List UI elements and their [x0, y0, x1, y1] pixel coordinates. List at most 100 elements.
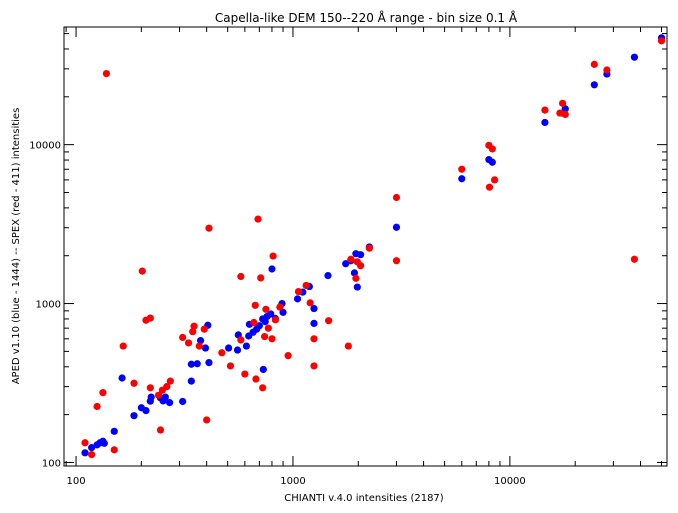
data-point-red	[561, 110, 569, 119]
data-point-blue	[353, 283, 361, 291]
data-point-red	[146, 314, 154, 322]
y-axis-label: APED v1.10 (blue - 1444) -- SPEX (red - …	[11, 108, 22, 385]
data-points	[81, 34, 666, 459]
data-point-red	[203, 416, 211, 424]
axis-ticks: 100 1000 10000 100 1000 10000	[29, 27, 667, 487]
data-point-red	[490, 176, 499, 184]
data-point-red	[310, 362, 318, 370]
data-point-red	[156, 426, 165, 434]
data-point-red	[260, 332, 269, 341]
data-point-red	[252, 375, 260, 383]
data-point-red	[485, 183, 494, 191]
data-point-red	[154, 391, 163, 399]
data-point-red	[306, 299, 314, 307]
data-point-blue	[561, 105, 569, 113]
data-point-red	[365, 244, 373, 252]
data-point-red	[264, 324, 272, 332]
data-point-blue	[100, 439, 108, 447]
y-tick-label: 1000	[36, 300, 61, 311]
data-point-red	[226, 362, 235, 370]
data-point-blue	[130, 412, 138, 420]
data-point-red	[310, 335, 318, 343]
plot-frame	[63, 26, 668, 467]
data-point-blue	[193, 360, 201, 368]
data-point-red	[294, 287, 303, 296]
data-point-blue	[201, 344, 210, 352]
data-point-red	[344, 342, 352, 350]
data-point-red	[251, 301, 259, 309]
data-point-red	[102, 69, 110, 78]
data-point-red	[163, 383, 171, 391]
data-point-red	[276, 303, 284, 311]
data-point-blue	[147, 393, 155, 401]
data-point-blue	[259, 365, 267, 374]
data-point-red	[241, 370, 249, 378]
data-point-blue	[110, 427, 118, 435]
data-point-red	[268, 335, 276, 343]
data-point-red	[556, 109, 564, 117]
data-point-red	[195, 342, 203, 350]
data-point-blue	[350, 269, 359, 277]
data-point-red	[356, 262, 365, 270]
data-point-red	[302, 281, 310, 290]
data-point-red	[269, 252, 277, 260]
data-point-blue	[142, 407, 150, 415]
data-point-red	[458, 165, 466, 173]
data-point-red	[237, 272, 245, 281]
data-point-blue	[293, 295, 302, 303]
data-point-red	[630, 255, 639, 263]
data-point-blue	[225, 344, 233, 352]
data-point-blue	[118, 374, 126, 382]
data-point-blue	[267, 310, 275, 318]
data-point-blue	[255, 322, 263, 330]
x-tick-label: 10000	[494, 476, 526, 487]
data-point-blue	[233, 346, 242, 354]
data-point-blue	[630, 53, 639, 61]
data-point-red	[347, 255, 355, 263]
data-point-red	[237, 336, 245, 344]
data-point-red	[262, 305, 270, 313]
data-point-blue	[310, 304, 318, 313]
data-point-blue	[196, 336, 205, 345]
data-point-red	[590, 60, 598, 68]
data-point-red	[200, 325, 208, 333]
data-point-red	[352, 274, 360, 282]
data-point-red	[138, 267, 146, 275]
x-axis-label: CHIANTI v.4.0 intensities (2187)	[284, 493, 444, 504]
data-point-blue	[187, 377, 195, 385]
data-point-red	[259, 384, 267, 392]
data-point-blue	[590, 81, 598, 89]
data-point-red	[254, 215, 262, 223]
data-point-red	[119, 342, 127, 350]
data-point-red	[99, 389, 107, 397]
data-point-blue	[541, 118, 549, 127]
data-point-red	[541, 106, 549, 114]
data-point-red	[184, 339, 193, 347]
data-point-red	[325, 317, 333, 325]
data-point-blue	[356, 251, 365, 259]
data-point-blue	[187, 360, 195, 368]
y-tick-label: 10000	[29, 141, 61, 152]
data-point-red	[257, 274, 265, 282]
data-point-red	[190, 322, 198, 330]
data-point-red	[205, 224, 213, 232]
data-point-red	[392, 257, 401, 265]
data-point-blue	[392, 223, 401, 231]
data-point-red	[93, 402, 101, 411]
data-point-red	[146, 384, 154, 392]
data-point-blue	[242, 342, 250, 350]
data-point-blue	[324, 271, 332, 280]
data-point-blue	[81, 449, 89, 457]
data-point-red	[218, 349, 226, 357]
chart-title: Capella-like DEM 150--220 Å range - bin …	[215, 10, 518, 25]
x-tick-label: 100	[66, 476, 85, 487]
data-point-blue	[166, 399, 174, 407]
y-tick-label: 100	[42, 458, 61, 469]
data-point-blue	[205, 359, 213, 367]
data-point-red	[179, 333, 187, 342]
data-point-red	[189, 328, 197, 336]
data-point-red	[392, 193, 401, 202]
data-point-red	[559, 99, 567, 107]
data-point-blue	[268, 265, 276, 273]
